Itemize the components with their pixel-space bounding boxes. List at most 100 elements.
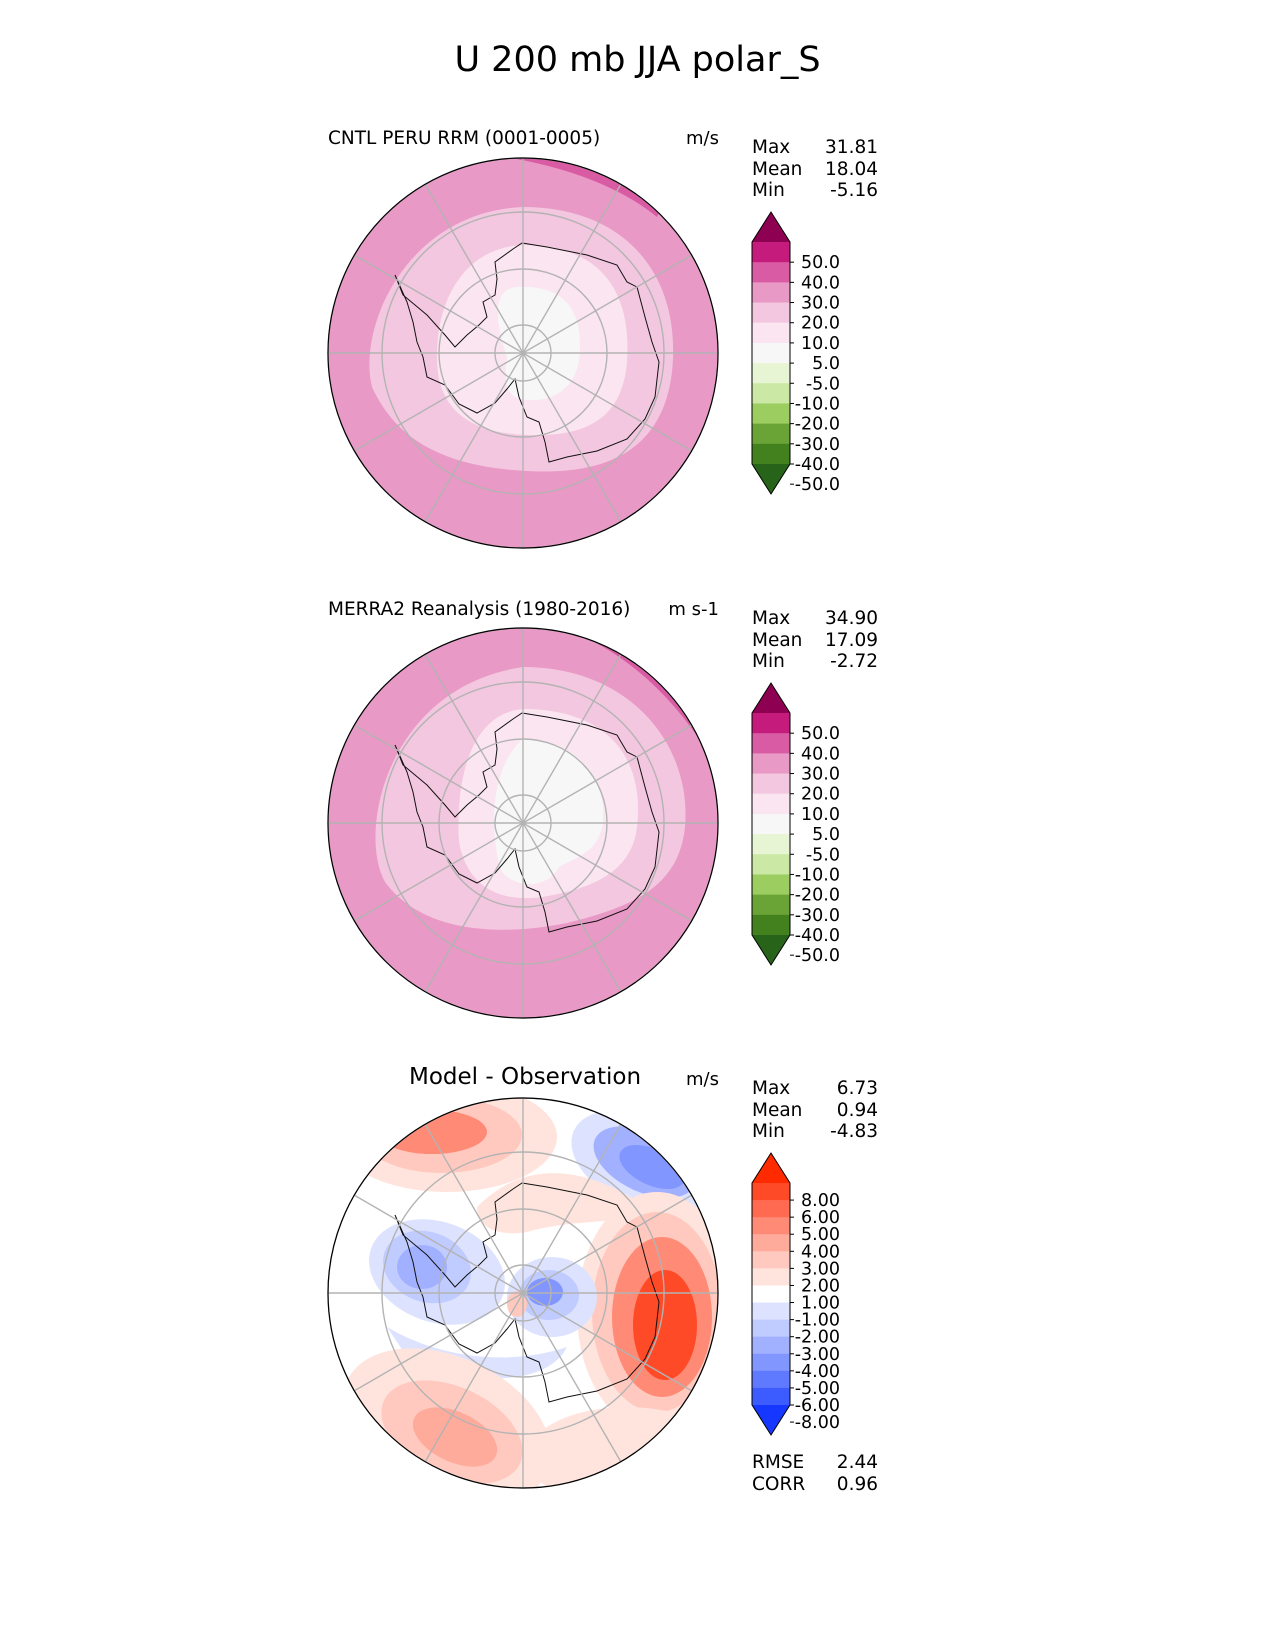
stat-row-corr: CORR 0.96 — [752, 1473, 878, 1495]
panel-2-colorbar: 50.040.030.020.010.05.0-5.0-10.0-20.0-30… — [751, 682, 840, 966]
colorbar-extend-bottom — [752, 935, 790, 965]
colorbar-tick-label: -1.00 — [795, 1311, 840, 1331]
colorbar-tick-label: 20.0 — [801, 785, 840, 805]
colorbar-segment — [752, 1336, 790, 1355]
stat-row-mean: Mean 17.09 — [752, 629, 878, 651]
colorbar-tick-label: -5.0 — [806, 845, 840, 865]
colorbar-segment — [752, 383, 790, 404]
colorbar-segment — [752, 1200, 790, 1218]
colorbar-segment — [752, 813, 790, 835]
stat-row-min: Min -2.72 — [752, 651, 878, 672]
stat-row-max: Max 6.73 — [752, 1078, 878, 1099]
colorbar-segment — [752, 1285, 790, 1304]
panel-2-title: MERRA2 Reanalysis (1980-2016) — [328, 599, 631, 620]
colorbar-segment — [752, 363, 790, 384]
colorbar-tick-label: -40.0 — [795, 455, 840, 475]
colorbar-tick-label: -20.0 — [795, 415, 840, 435]
colorbar-tick-label: 30.0 — [801, 294, 840, 314]
colorbar-tick-label: -2.00 — [795, 1328, 840, 1348]
colorbar-segment — [752, 423, 790, 445]
colorbar-tick-label: 5.0 — [812, 825, 840, 845]
colorbar-segment — [752, 733, 790, 754]
panel-1-units: m/s — [686, 128, 719, 149]
colorbar-extend-top — [752, 1153, 790, 1183]
colorbar-segment — [752, 1217, 790, 1235]
colorbar-tick-label: -30.0 — [795, 906, 840, 926]
stat-row-max: Max 34.90 — [752, 608, 878, 629]
colorbar-segment — [752, 1302, 790, 1321]
colorbar-segment — [752, 773, 790, 795]
colorbar-segment — [752, 262, 790, 283]
colorbar-segment — [752, 1319, 790, 1338]
colorbar-segment — [752, 914, 790, 936]
colorbar-segment — [752, 1234, 790, 1252]
colorbar-tick-label: -3.00 — [795, 1345, 840, 1365]
panel-3-stats: Max 6.73 Mean 0.94 Min -4.83 — [752, 1078, 878, 1143]
colorbar-tick-label: -5.0 — [806, 374, 840, 394]
colorbar-segment — [752, 322, 790, 344]
colorbar-segment — [752, 854, 790, 875]
colorbar-tick-label: 50.0 — [801, 253, 840, 273]
colorbar-segment — [752, 342, 790, 364]
colorbar-tick-label: -8.00 — [795, 1413, 840, 1433]
colorbar-tick-label: 5.00 — [801, 1225, 840, 1245]
colorbar-extend-top — [752, 683, 790, 713]
stat-row-mean: Mean 0.94 — [752, 1099, 878, 1121]
colorbar-segment — [752, 1183, 790, 1201]
panel-3-extra-stats: RMSE 2.44 CORR 0.96 — [752, 1452, 878, 1495]
panel-1-title: CNTL PERU RRM (0001-0005) — [328, 128, 601, 149]
panel-3-units: m/s — [686, 1069, 719, 1090]
colorbar-tick-label: -20.0 — [795, 886, 840, 906]
figure-title: U 200 mb JJA polar_S — [454, 40, 821, 80]
colorbar-segment — [752, 1387, 790, 1406]
colorbar-tick-label: -50.0 — [795, 946, 840, 966]
panel-1-colorbar: 50.040.030.020.010.05.0-5.0-10.0-20.0-30… — [751, 211, 840, 495]
colorbar-segment — [752, 302, 790, 324]
stat-row-min: Min -5.16 — [752, 180, 878, 201]
colorbar-tick-label: 20.0 — [801, 314, 840, 334]
colorbar-tick-label: 8.00 — [801, 1191, 840, 1211]
colorbar-segment — [752, 793, 790, 815]
panel-2-polar-map — [327, 627, 719, 1019]
panel-3-polar-map — [327, 1097, 719, 1489]
stat-row-mean: Mean 18.04 — [752, 158, 878, 180]
colorbar-tick-label: 5.0 — [812, 354, 840, 374]
colorbar-tick-label: -6.00 — [795, 1396, 840, 1416]
colorbar-extend-top — [752, 212, 790, 242]
colorbar-extend-bottom — [752, 464, 790, 494]
colorbar-tick-label: 40.0 — [801, 744, 840, 764]
colorbar-segment — [752, 713, 790, 734]
colorbar-tick-label: 10.0 — [801, 805, 840, 825]
colorbar-segment — [752, 443, 790, 465]
colorbar-tick-label: -50.0 — [795, 475, 840, 495]
panel-1-stats: Max 31.81 Mean 18.04 Min -5.16 — [752, 137, 878, 202]
colorbar-tick-label: -10.0 — [795, 865, 840, 885]
colorbar-segment — [752, 1251, 790, 1269]
stat-row-min: Min -4.83 — [752, 1121, 878, 1142]
colorbar-tick-label: 50.0 — [801, 724, 840, 744]
colorbar-segment — [752, 1353, 790, 1372]
panel-2-stats: Max 34.90 Mean 17.09 Min -2.72 — [752, 608, 878, 673]
colorbar-tick-label: -30.0 — [795, 435, 840, 455]
colorbar-tick-label: -10.0 — [795, 394, 840, 414]
panel-3-title: Model - Observation — [409, 1064, 642, 1090]
colorbar-extend-bottom — [752, 1405, 790, 1435]
colorbar-tick-label: 3.00 — [801, 1259, 840, 1279]
colorbar-tick-label: 4.00 — [801, 1242, 840, 1262]
colorbar-segment — [752, 1370, 790, 1389]
colorbar-tick-label: -40.0 — [795, 926, 840, 946]
colorbar-segment — [752, 282, 790, 304]
colorbar-segment — [752, 242, 790, 263]
colorbar-tick-label: -5.00 — [795, 1379, 840, 1399]
stat-row-rmse: RMSE 2.44 — [752, 1452, 878, 1473]
panel-2-units: m s-1 — [668, 599, 719, 620]
colorbar-tick-label: 6.00 — [801, 1208, 840, 1228]
colorbar-segment — [752, 834, 790, 855]
colorbar-tick-label: 2.00 — [801, 1276, 840, 1296]
colorbar-segment — [752, 1268, 790, 1286]
panel-1-polar-map — [327, 157, 719, 549]
colorbar-segment — [752, 753, 790, 775]
colorbar-tick-label: 10.0 — [801, 334, 840, 354]
stat-row-max: Max 31.81 — [752, 137, 878, 158]
colorbar-segment — [752, 403, 790, 425]
